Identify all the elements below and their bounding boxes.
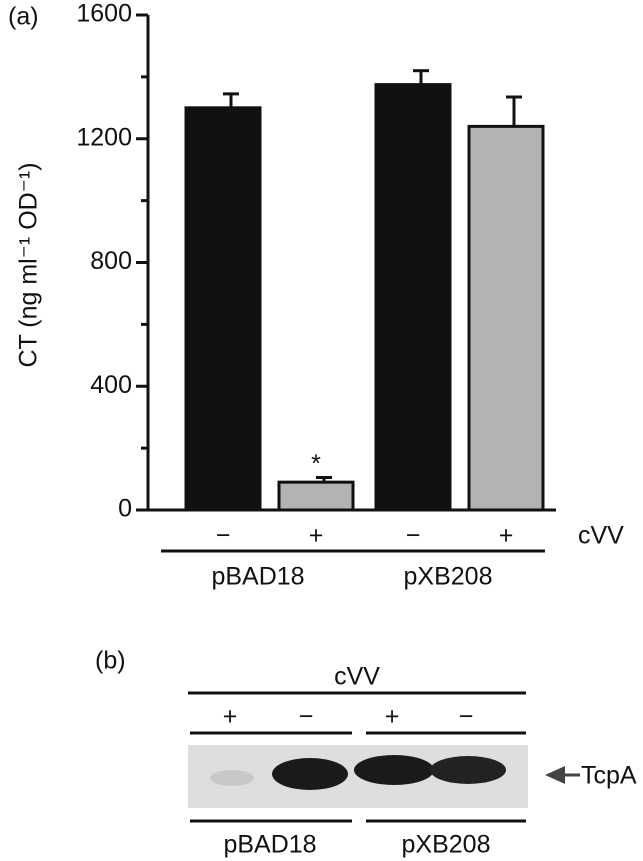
bar — [184, 106, 262, 512]
lane-label: − — [299, 703, 314, 731]
panel-label: (b) — [95, 647, 126, 675]
category-axis-label: cVV — [578, 522, 624, 550]
x-tick-label: + — [499, 522, 514, 550]
band — [210, 770, 254, 786]
group-label: pBAD18 — [223, 831, 316, 859]
y-tick-label: 1200 — [76, 123, 132, 151]
blot-header: cVV — [334, 663, 380, 691]
band — [272, 758, 348, 790]
annotation: * — [311, 450, 321, 478]
band — [354, 755, 434, 785]
y-tick-label: 0 — [118, 495, 132, 523]
group-label: pBAD18 — [211, 563, 304, 591]
bar — [374, 83, 452, 512]
bar — [467, 124, 545, 512]
y-axis-label: CT (ng ml⁻¹ OD⁻¹) — [15, 162, 43, 367]
panel-label: (a) — [8, 3, 39, 31]
lane-label: + — [223, 703, 238, 731]
y-tick-label: 400 — [90, 371, 132, 399]
bar — [277, 480, 355, 512]
arrow-head — [545, 766, 565, 784]
lane-label: − — [459, 703, 474, 731]
lane-label: + — [385, 703, 400, 731]
x-tick-label: − — [406, 522, 421, 550]
y-tick-label: 800 — [90, 247, 132, 275]
band-label: TcpA — [581, 762, 637, 790]
group-label: pXB208 — [402, 831, 491, 859]
y-tick-label: 1600 — [76, 0, 132, 28]
x-tick-label: + — [309, 522, 324, 550]
group-label: pXB208 — [404, 563, 493, 591]
band — [430, 756, 506, 784]
x-tick-label: − — [216, 522, 231, 550]
